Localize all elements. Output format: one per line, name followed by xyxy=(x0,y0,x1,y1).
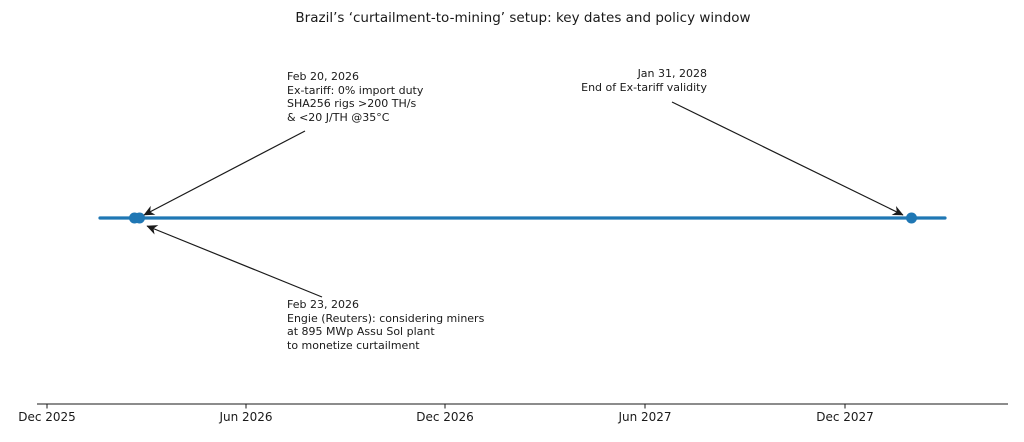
annotation-engie-curtailment: Feb 23, 2026 Engie (Reuters): considerin… xyxy=(287,298,484,352)
x-axis-tick-label: Jun 2027 xyxy=(618,410,672,424)
x-axis-tick-label: Jun 2026 xyxy=(219,410,273,424)
annotation-line: Feb 23, 2026 xyxy=(287,298,359,311)
chart-title: Brazil’s ‘curtailment-to-mining’ setup: … xyxy=(295,10,751,26)
annotation-line: SHA256 rigs >200 TH/s xyxy=(287,97,417,110)
annotation-line: at 895 MWp Assu Sol plant xyxy=(287,325,435,338)
annotation-arrow-engie-curtailment xyxy=(146,225,323,298)
annotation-ex-tariff-start: Feb 20, 2026 Ex-tariff: 0% import duty S… xyxy=(287,70,423,124)
event-marker-jan-31-2028 xyxy=(906,212,917,224)
annotation-line: Feb 20, 2026 xyxy=(287,70,359,83)
annotation-line: Jan 31, 2028 xyxy=(637,67,707,80)
x-axis-tick-label: Dec 2025 xyxy=(18,410,76,424)
annotation-line: to monetize curtailment xyxy=(287,338,420,352)
event-marker-feb-23-2026 xyxy=(134,212,145,224)
annotation-arrow-ex-tariff-start xyxy=(143,130,306,216)
annotation-line: Ex-tariff: 0% import duty xyxy=(287,83,424,97)
annotation-line: End of Ex-tariff validity xyxy=(581,80,707,94)
annotation-arrow-ex-tariff-end xyxy=(671,101,904,216)
annotation-line: & <20 J/TH @35°C xyxy=(287,110,390,124)
x-axis-tick-label: Dec 2026 xyxy=(416,410,474,424)
annotation-ex-tariff-end: Jan 31, 2028 End of Ex-tariff validity xyxy=(581,67,707,94)
annotation-line: Engie (Reuters): considering miners xyxy=(287,311,485,325)
x-axis-tick-label: Dec 2027 xyxy=(816,410,874,424)
